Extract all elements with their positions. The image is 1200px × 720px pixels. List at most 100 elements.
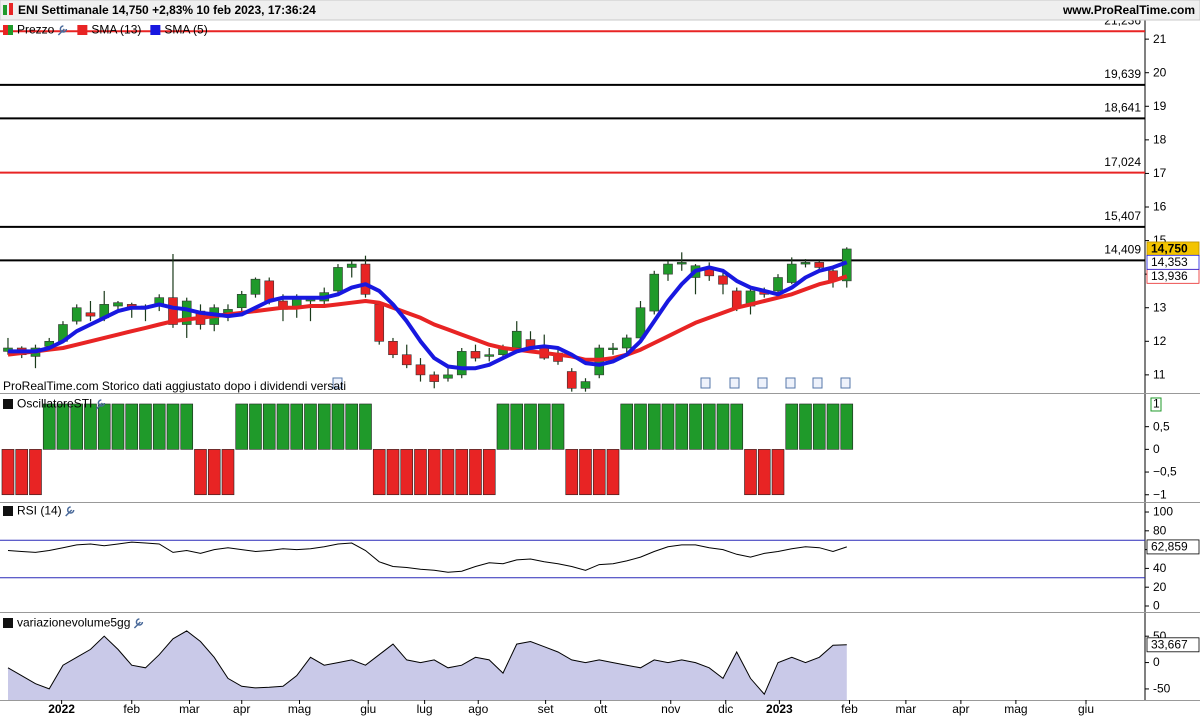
y-tick-label: 0 bbox=[1153, 442, 1160, 456]
x-tick-label: dic bbox=[718, 702, 733, 716]
x-tick-label: mar bbox=[896, 702, 917, 716]
candle-body bbox=[470, 351, 481, 359]
candle-body bbox=[429, 374, 440, 382]
bar bbox=[235, 403, 249, 450]
bar bbox=[262, 403, 276, 450]
dividend-icon[interactable] bbox=[785, 377, 796, 389]
legend-swatch bbox=[3, 399, 13, 409]
bar bbox=[469, 449, 482, 496]
x-tick-label: mar bbox=[179, 702, 200, 716]
candle-body bbox=[814, 262, 825, 268]
price-level-label: 18,641 bbox=[1104, 101, 1141, 115]
legend-label: SMA (5) bbox=[164, 23, 207, 37]
dividend-icon[interactable] bbox=[757, 377, 768, 389]
y-tick-label: 13 bbox=[1153, 300, 1167, 314]
bar bbox=[620, 403, 634, 450]
chart-icon bbox=[9, 3, 13, 15]
bar bbox=[744, 449, 757, 496]
chart-note: ProRealTime.com Storico dati aggiustato … bbox=[3, 379, 346, 393]
y-tick-label: 0 bbox=[1153, 599, 1160, 613]
site-link[interactable]: www.ProRealTime.com bbox=[1062, 3, 1195, 17]
price-level-label: 15,407 bbox=[1104, 209, 1141, 223]
bar bbox=[166, 403, 180, 450]
candle-body bbox=[346, 263, 357, 268]
bar bbox=[826, 403, 840, 450]
last-value-box bbox=[1150, 397, 1162, 412]
legend-label: SMA (13) bbox=[91, 23, 141, 37]
x-tick-label: nov bbox=[661, 702, 680, 716]
price-level-label: 17,024 bbox=[1104, 155, 1141, 169]
chart-title: ENI Settimanale 14,750 +2,83% 10 feb 202… bbox=[18, 3, 316, 17]
legend-label: RSI (14) bbox=[17, 504, 62, 518]
settings-icon bbox=[95, 399, 106, 410]
bar bbox=[221, 449, 235, 496]
bar bbox=[757, 449, 771, 496]
dividend-icon[interactable] bbox=[700, 377, 711, 389]
bar bbox=[42, 403, 56, 450]
y-tick-label: -50 bbox=[1153, 682, 1171, 696]
bar bbox=[661, 403, 675, 450]
candle-body bbox=[71, 307, 82, 322]
header: ENI Settimanale 14,750 +2,83% 10 feb 202… bbox=[0, 0, 1200, 21]
bar bbox=[400, 449, 414, 496]
candle-body bbox=[236, 293, 247, 309]
y-tick-label: 0 bbox=[1153, 655, 1160, 669]
legend-swatch bbox=[77, 25, 88, 35]
candle-body bbox=[800, 262, 811, 265]
candle-body bbox=[484, 354, 495, 357]
bar bbox=[579, 449, 592, 496]
y-tick-label: 16 bbox=[1153, 200, 1167, 214]
bar bbox=[455, 449, 469, 496]
indicator-area bbox=[8, 630, 847, 700]
bar bbox=[496, 403, 510, 450]
y-tick-label: 21 bbox=[1153, 32, 1167, 46]
bar bbox=[524, 403, 537, 450]
bar bbox=[345, 403, 359, 450]
chart-icon bbox=[3, 5, 7, 15]
indicator-line bbox=[7, 541, 847, 573]
x-tick-label: giu bbox=[1078, 702, 1094, 716]
bar bbox=[482, 449, 496, 496]
candle-body bbox=[676, 262, 687, 265]
bar bbox=[276, 403, 290, 450]
bar bbox=[152, 403, 166, 450]
candle-body bbox=[608, 347, 618, 350]
bar bbox=[317, 403, 331, 450]
price-level-label: 19,639 bbox=[1104, 67, 1141, 81]
candle-body bbox=[264, 280, 275, 302]
dividend-icon[interactable] bbox=[812, 377, 823, 389]
x-tick-label: ott bbox=[594, 702, 608, 716]
y-tick-label: 80 bbox=[1153, 523, 1167, 537]
dividend-icons bbox=[332, 377, 851, 389]
bar bbox=[716, 403, 730, 450]
bar bbox=[331, 403, 345, 450]
candle-body bbox=[168, 297, 178, 325]
x-tick-label: ago bbox=[468, 702, 488, 716]
bar bbox=[207, 449, 221, 496]
dividend-icon[interactable] bbox=[332, 377, 343, 389]
candle-body bbox=[333, 267, 343, 292]
candle-body bbox=[360, 263, 371, 295]
candle-body bbox=[663, 263, 673, 275]
last-value-label: 14,750 bbox=[1151, 242, 1188, 256]
bar bbox=[730, 403, 744, 450]
legend-swatch bbox=[3, 506, 13, 516]
dividend-icon[interactable] bbox=[729, 377, 740, 389]
legend-swatch bbox=[3, 25, 8, 35]
bar bbox=[359, 403, 372, 450]
bar bbox=[427, 449, 441, 496]
bar bbox=[799, 403, 812, 450]
candle-body bbox=[85, 312, 96, 317]
last-value-label: 33,667 bbox=[1151, 637, 1188, 651]
bar bbox=[56, 403, 70, 450]
y-tick-label: 40 bbox=[1153, 561, 1167, 575]
legend-label: variazionevolume5gg bbox=[17, 616, 130, 630]
bar bbox=[441, 449, 455, 496]
bar bbox=[551, 403, 565, 450]
last-value-box bbox=[1146, 539, 1200, 555]
last-value-label: 13,936 bbox=[1151, 269, 1188, 283]
dividend-icon[interactable] bbox=[840, 377, 851, 389]
legend-swatch bbox=[150, 25, 161, 35]
